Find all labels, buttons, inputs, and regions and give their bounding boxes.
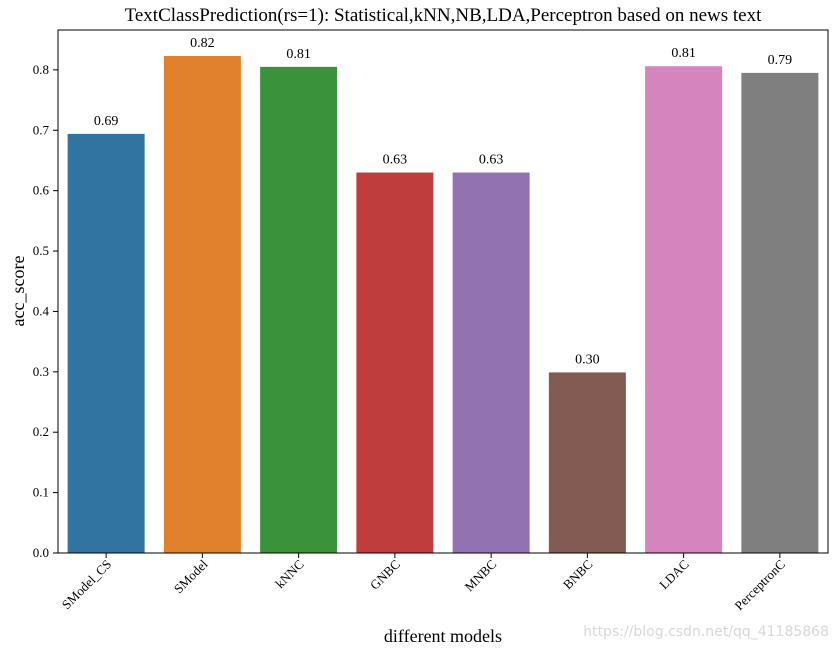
x-tick-label: BNBC: [560, 557, 596, 593]
plot-area: 0.0 0.1 0.2 0.3 0.4 0.5 0.6 0.7 0.8 0.69 SModel_CS…: [33, 29, 829, 614]
y-axis-label: acc_score: [8, 256, 28, 327]
data-label: 0.63: [479, 153, 504, 168]
x-tick-label: LDAC: [656, 557, 692, 593]
data-label: 0.81: [286, 47, 311, 62]
bar: [645, 66, 723, 553]
bar: [741, 72, 819, 553]
y-tick-label: 0.4: [33, 303, 50, 318]
y-tick-label: 0.8: [33, 62, 49, 77]
chart-title: TextClassPrediction(rs=1): Statistical,k…: [125, 5, 763, 26]
bar: [548, 372, 626, 553]
y-tick-label: 0.0: [33, 545, 49, 560]
bar: [356, 172, 434, 554]
x-tick-label: MNBC: [462, 557, 500, 595]
data-label: 0.81: [671, 46, 696, 61]
data-label: 0.69: [94, 114, 119, 129]
data-label: 0.63: [383, 153, 408, 168]
bar: [260, 66, 338, 554]
bar: [67, 133, 145, 553]
x-tick-label: PerceptronC: [731, 557, 788, 614]
y-tick-label: 0.5: [33, 243, 49, 258]
y-tick-label: 0.3: [33, 364, 49, 379]
watermark: https://blog.csdn.net/qq_41185868: [583, 624, 829, 640]
y-tick-label: 0.1: [33, 485, 49, 500]
bar: [452, 172, 530, 554]
x-tick-label: GNBC: [367, 557, 403, 593]
data-label: 0.30: [575, 352, 600, 367]
x-tick-label: SModel_CS: [59, 557, 115, 613]
y-tick-label: 0.7: [33, 122, 50, 137]
y-tick-label: 0.2: [33, 424, 49, 439]
data-label: 0.82: [190, 36, 215, 51]
x-tick-label: SModel: [171, 556, 211, 596]
x-tick-label: kNNC: [272, 557, 307, 592]
bar: [163, 55, 241, 554]
data-label: 0.79: [768, 53, 793, 68]
y-tick-label: 0.6: [33, 183, 50, 198]
x-axis-label: different models: [384, 626, 502, 646]
plot-frame: [57, 29, 829, 554]
